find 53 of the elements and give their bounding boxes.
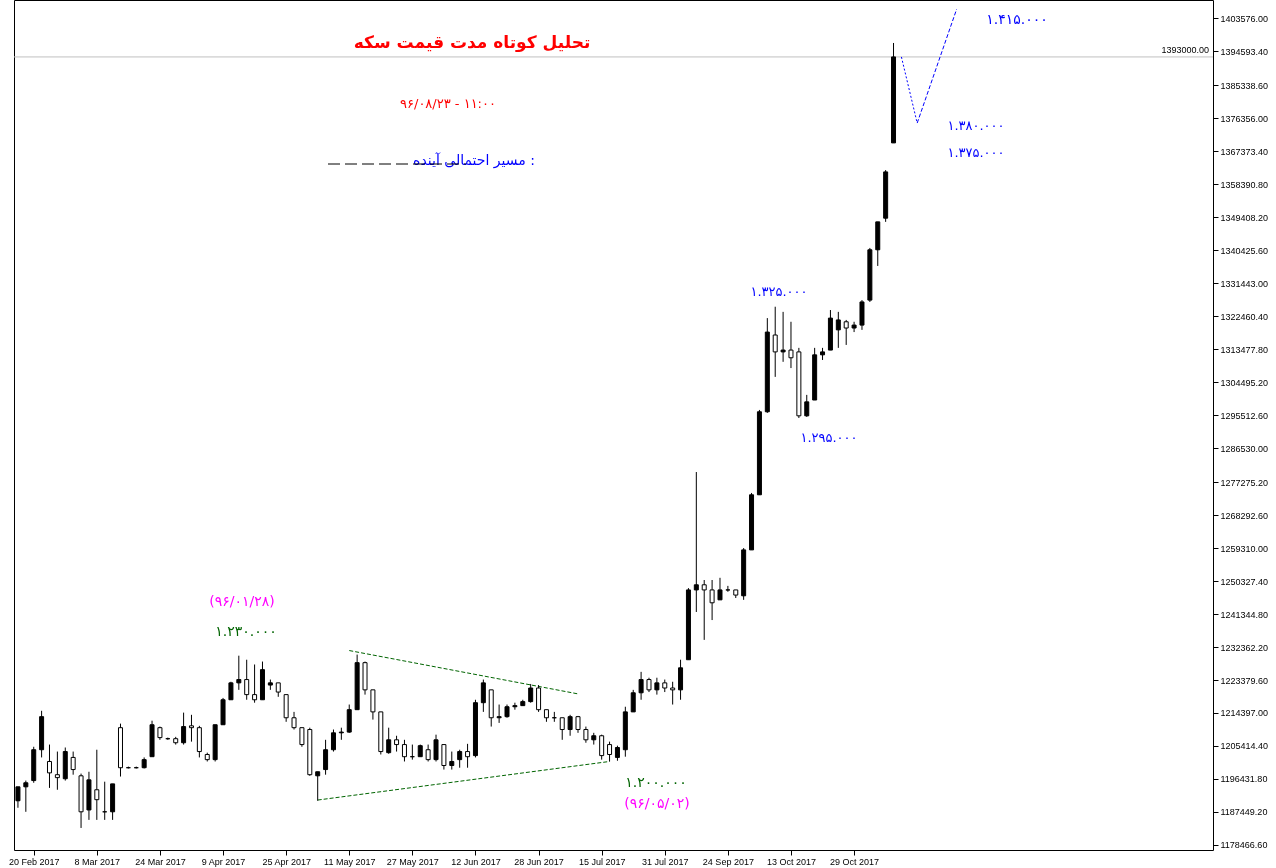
y-tick-label: 1403576.00 (1220, 13, 1269, 24)
annotation: (۹۶/۰۱/۲۸) (209, 593, 275, 609)
annotation: ۱.۲۳۰.۰۰۰ (215, 623, 277, 639)
y-tick-label: 1286530.00 (1220, 443, 1269, 454)
annotation: ۱.۳۸۰.۰۰۰ (947, 118, 1005, 133)
y-tick-label: 1385338.60 (1220, 80, 1269, 91)
annotation: ۱.۳۲۵.۰۰۰ (750, 284, 808, 299)
annotation: ۱.۲۹۵.۰۰۰ (800, 430, 858, 445)
annotation: (۹۶/۰۵/۰۲) (624, 795, 690, 811)
y-tick-label: 1241344.80 (1220, 609, 1269, 620)
x-tick-label: 25 Apr 2017 (262, 856, 311, 867)
ref-line-label: 1393000.00 (1161, 44, 1209, 55)
annotation: مسیر احتمالی آینده : (413, 152, 535, 169)
y-tick-label: 1223379.60 (1220, 675, 1269, 686)
y-tick-label: 1349408.20 (1220, 212, 1269, 223)
x-tick-label: 11 May 2017 (324, 856, 376, 867)
y-tick-label: 1394593.40 (1220, 46, 1269, 57)
y-tick-label: 1232362.20 (1220, 642, 1269, 653)
annotation: ۱.۳۷۵.۰۰۰ (947, 145, 1005, 160)
x-tick-label: 24 Mar 2017 (135, 856, 186, 867)
x-tick-label: 20 Feb 2017 (8, 856, 60, 867)
y-tick-label: 1376356.00 (1220, 113, 1269, 124)
y-tick-label: 1358390.80 (1220, 179, 1269, 190)
y-tick-label: 1340425.60 (1220, 245, 1269, 256)
y-tick-label: 1322460.40 (1220, 311, 1269, 322)
x-tick-label: 28 Jun 2017 (514, 856, 564, 867)
y-tick-label: 1178466.60 (1220, 840, 1268, 851)
text: تحلیل کوتاه مدت قیمت سکه (353, 32, 591, 53)
x-tick-label: 31 Jul 2017 (642, 856, 689, 867)
x-tick-label: 15 Jul 2017 (578, 856, 626, 867)
y-tick-label: 1250327.40 (1220, 576, 1269, 587)
y-tick-label: 1205414.40 (1220, 741, 1269, 752)
x-tick-label: 29 Oct 2017 (830, 856, 880, 867)
y-tick-label: 1277275.20 (1220, 477, 1269, 488)
x-tick-label: 27 May 2017 (386, 856, 439, 867)
x-tick-label: 8 Mar 2017 (74, 856, 121, 867)
y-tick-label: 1304495.20 (1220, 377, 1269, 388)
text: ۹۶/۰۸/۲۳ - ۱۱:۰۰ (400, 96, 496, 111)
y-tick-label: 1187449.20 (1220, 807, 1268, 818)
x-tick-label: 13 Oct 2017 (766, 856, 817, 867)
y-tick-label: 1196431.80 (1220, 774, 1268, 785)
y-tick-label: 1313477.80 (1220, 344, 1269, 355)
annotation: ۱.۴۱۵.۰۰۰ (986, 11, 1048, 27)
y-tick-label: 1268292.60 (1220, 510, 1269, 521)
y-tick-label: 1214397.00 (1220, 708, 1269, 719)
x-tick-label: 9 Apr 2017 (201, 856, 246, 867)
y-tick-label: 1331443.00 (1220, 278, 1269, 289)
y-tick-label: 1259310.00 (1220, 543, 1269, 554)
x-tick-label: 12 Jun 2017 (451, 856, 501, 867)
y-tick-label: 1367373.40 (1220, 146, 1269, 157)
annotation: ۱.۲۰۰.۰۰۰ (625, 774, 687, 790)
x-tick-label: 24 Sep 2017 (702, 856, 754, 867)
y-tick-label: 1295512.60 (1220, 410, 1269, 421)
